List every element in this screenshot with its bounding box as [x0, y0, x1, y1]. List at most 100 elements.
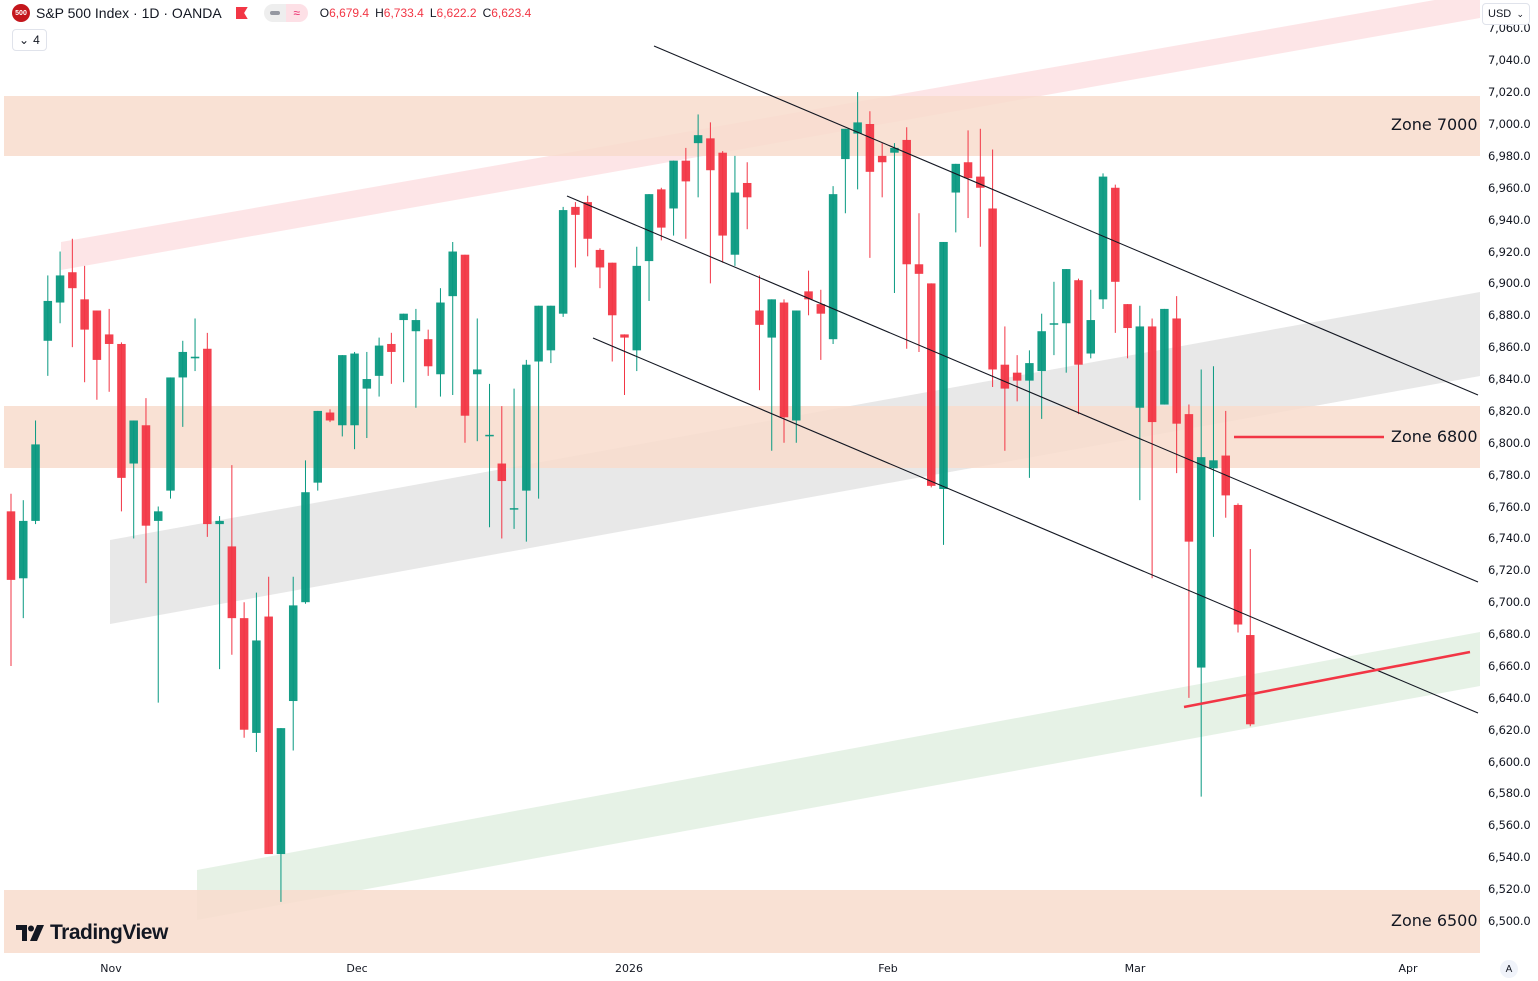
price-zone-rect[interactable]	[4, 890, 1480, 953]
candle-body	[19, 520, 28, 579]
symbol-title[interactable]: S&P 500 Index · 1D · OANDA	[36, 5, 222, 21]
candle	[583, 195, 592, 257]
candle	[252, 592, 261, 753]
channel-trendline[interactable]	[566, 195, 1479, 583]
candle-body	[104, 334, 114, 344]
market-status-pill[interactable]: ≈	[263, 4, 308, 22]
candle	[313, 410, 322, 491]
candle	[473, 318, 482, 442]
candle-body	[767, 299, 776, 338]
candle	[681, 147, 691, 239]
candle-body	[976, 176, 985, 188]
candle	[215, 516, 224, 670]
candle	[607, 262, 617, 362]
candle	[1074, 278, 1083, 415]
price-tick-label: 6,620.0	[1488, 722, 1531, 737]
close-label: C	[482, 6, 492, 20]
candle	[1086, 289, 1096, 359]
candle-body	[1025, 363, 1034, 381]
flag-icon[interactable]	[235, 7, 248, 19]
time-axis[interactable]: Nov Dec 2026 Feb Mar Apr	[0, 955, 1480, 981]
candle	[902, 127, 911, 349]
candle-body	[190, 356, 200, 359]
price-tick-label: 6,920.0	[1488, 244, 1531, 259]
candle	[374, 337, 384, 397]
candle	[325, 409, 335, 423]
price-tick-label: 6,500.0	[1488, 914, 1531, 928]
channel-trendline[interactable]	[653, 45, 1479, 396]
candle	[755, 275, 764, 391]
candle-body	[792, 310, 801, 421]
candle-body	[301, 492, 310, 603]
candle	[301, 460, 310, 604]
candle	[853, 92, 862, 190]
candle-body	[890, 147, 899, 153]
sp500-symbol-logo-icon: 500	[12, 4, 30, 22]
watermark-text: TradingView	[50, 921, 168, 944]
auto-scale-button[interactable]: A	[1500, 960, 1518, 978]
price-tick-label: 7,040.0	[1488, 53, 1531, 68]
candle	[1135, 305, 1145, 501]
candle	[19, 500, 28, 619]
candle-body	[902, 139, 911, 265]
candle	[1123, 304, 1132, 359]
price-tick-label: 6,860.0	[1488, 340, 1531, 355]
price-tick-label: 6,760.0	[1488, 499, 1531, 514]
red-trendline[interactable]	[1183, 650, 1471, 709]
high-value: 6,733.4	[383, 6, 424, 20]
green-channel[interactable]	[197, 632, 1480, 920]
candle	[1196, 369, 1206, 797]
candle	[595, 248, 605, 289]
currency-selector[interactable]: USD ⌄	[1482, 3, 1530, 25]
candle-body	[939, 241, 948, 490]
candle-body	[276, 728, 286, 855]
time-tick-label: Apr	[1398, 962, 1418, 975]
candle	[669, 160, 678, 236]
candle-body	[1172, 318, 1181, 424]
price-chart-canvas[interactable]	[0, 0, 1480, 955]
candle-body	[828, 194, 838, 340]
candle	[522, 359, 531, 542]
candle-body	[1037, 331, 1046, 372]
zone-label: Zone 6500	[1391, 911, 1478, 930]
price-tick-label: 6,520.0	[1488, 882, 1531, 897]
price-tick-label: 6,660.0	[1488, 658, 1531, 673]
indicators-collapse-button[interactable]: ⌄ 4	[12, 29, 47, 51]
candle-body	[55, 275, 65, 303]
candle	[841, 128, 850, 214]
candle-body	[80, 299, 89, 330]
candle-body	[1061, 269, 1071, 324]
candle-body	[497, 463, 507, 482]
candle	[890, 143, 899, 293]
candle-body	[644, 194, 654, 262]
trendline-drawings[interactable]	[566, 45, 1479, 714]
candle	[288, 576, 298, 751]
low-label: L	[429, 6, 437, 20]
candle	[865, 111, 875, 258]
time-tick-label: 2026	[615, 962, 643, 975]
candle-body	[693, 135, 703, 144]
candle-body	[117, 343, 126, 478]
candle	[718, 151, 727, 263]
candle-body	[325, 412, 335, 421]
candle	[423, 329, 433, 376]
channel-trendline[interactable]	[592, 337, 1479, 714]
candle	[166, 377, 175, 499]
candle-body	[546, 305, 556, 351]
candle-body	[951, 163, 961, 193]
time-tick-label: Dec	[346, 962, 368, 975]
candle-body	[387, 343, 396, 352]
price-tick-label: 6,540.0	[1488, 850, 1531, 865]
candle	[1160, 308, 1169, 405]
candle	[43, 275, 53, 376]
candle	[877, 143, 887, 198]
candle-body	[1233, 504, 1243, 625]
price-tick-label: 6,700.0	[1488, 595, 1531, 610]
price-tick-label: 7,000.0	[1488, 117, 1531, 131]
price-tick-label: 6,640.0	[1488, 690, 1531, 705]
price-axis[interactable]: 7,060.0 7,040.0 7,020.0 7,000.0 6,980.0 6,960…	[1480, 0, 1538, 955]
candle-body	[485, 434, 494, 437]
candle-body	[669, 160, 678, 209]
price-zone-rect[interactable]	[4, 96, 1480, 156]
candle-body	[239, 618, 249, 730]
